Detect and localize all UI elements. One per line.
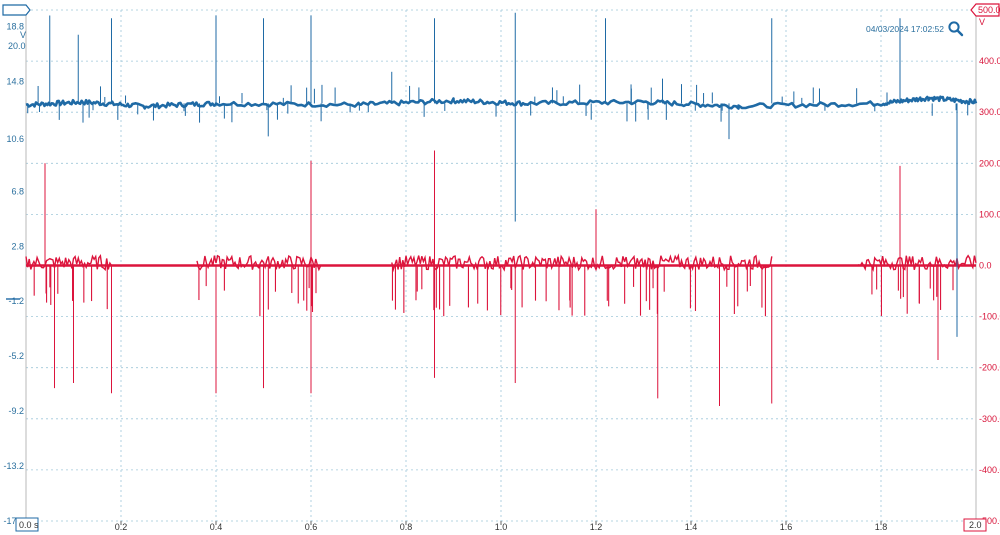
left-tick-label: -13.2 — [3, 461, 24, 471]
left-tick-label: 6.8 — [11, 186, 24, 196]
channel-a-unit: V — [20, 30, 26, 40]
channel-b-scale-badge[interactable] — [970, 3, 1000, 17]
left-tick-label: 10.6 — [6, 134, 24, 144]
left-tick-label: -17.2 — [3, 516, 24, 526]
time-tick-label: 1.2 — [590, 522, 603, 532]
right-tick-label: 300.0 — [979, 107, 1000, 117]
right-tick-label: 200.0 — [979, 158, 1000, 168]
right-tick-label: -400.0 — [979, 465, 1000, 475]
plot-grid — [25, 9, 977, 522]
right-tick-label: -200.0 — [979, 363, 1000, 373]
time-origin-marker[interactable] — [15, 517, 39, 532]
left-tick-label: -5.2 — [8, 351, 24, 361]
time-tick-label: 0.8 — [400, 522, 413, 532]
channel-b-ripple — [391, 254, 626, 273]
time-tick-label: 0.4 — [210, 522, 223, 532]
trace-channel-b — [25, 150, 977, 407]
time-axis-ticks: 0.2 0.4 0.6 0.8 1.0 1.2 1.4 1.6 1.8 — [115, 521, 888, 532]
channel-a-line — [25, 95, 978, 110]
channel-a-scale-max: 20.0 — [8, 41, 26, 51]
right-axis-ticks: 400.0 300.0 200.0 100.0 0.0 -100.0 -200.0 -300.… — [979, 56, 1000, 526]
time-origin-label: 0.0 s — [19, 520, 39, 530]
channel-b-scale-max: 500.0 — [978, 5, 1000, 15]
time-end-label: 2.0 — [969, 520, 982, 530]
trace-channel-a — [25, 12, 978, 337]
channel-b-ripple — [857, 254, 977, 272]
time-tick-label: 1.8 — [875, 522, 888, 532]
right-tick-label: -100.0 — [979, 312, 1000, 322]
time-tick-label: 1.4 — [685, 522, 698, 532]
right-tick-label: -300.0 — [979, 414, 1000, 424]
right-tick-label: -500.0 — [979, 516, 1000, 526]
right-tick-label: 0.0 — [979, 261, 992, 271]
channel-b-ripple — [25, 254, 113, 272]
time-tick-label: 1.0 — [495, 522, 508, 532]
left-tick-label: -1.2 — [8, 296, 24, 306]
channel-b-ripple — [196, 254, 322, 272]
channel-b-unit: V — [979, 17, 985, 27]
left-tick-label: 2.8 — [11, 241, 24, 251]
left-tick-label: 18.8 — [6, 21, 24, 31]
magnifier-icon[interactable] — [948, 21, 964, 37]
time-tick-label: 1.6 — [780, 522, 793, 532]
time-tick-label: 0.2 — [115, 522, 128, 532]
capture-timestamp: 04/03/2024 17:02:52 — [866, 24, 944, 34]
left-tick-label: -9.2 — [8, 406, 24, 416]
time-tick-label: 0.6 — [305, 522, 318, 532]
right-tick-label: 100.0 — [979, 209, 1000, 219]
time-end-marker[interactable] — [963, 518, 987, 532]
left-axis-ticks: 18.8 14.8 10.6 6.8 2.8 -1.2 -5.2 -9.2 -13.2 -17.2 — [3, 21, 24, 526]
left-tick-label: 14.8 — [6, 76, 24, 86]
channel-a-scale-badge[interactable] — [2, 4, 31, 16]
right-tick-label: 400.0 — [979, 56, 1000, 66]
